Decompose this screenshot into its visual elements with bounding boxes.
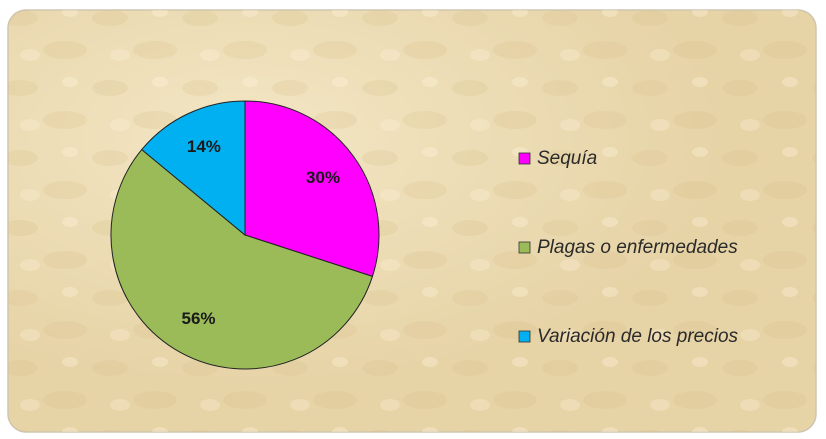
legend-label: Variación de los precios bbox=[537, 326, 739, 347]
data-label: 14% bbox=[187, 137, 221, 156]
legend-swatch bbox=[518, 330, 531, 343]
legend-swatch bbox=[518, 241, 531, 254]
data-label: 30% bbox=[306, 168, 340, 187]
pie-slice bbox=[141, 100, 246, 237]
pie-slice bbox=[244, 100, 380, 278]
data-label: 56% bbox=[182, 309, 216, 328]
legend-label: Sequía bbox=[537, 148, 597, 169]
legend: Sequía Plagas o enfermedades Variación de … bbox=[518, 148, 739, 347]
legend-label: Plagas o enfermedades bbox=[537, 237, 738, 258]
pie: 30% 56% 14% bbox=[110, 100, 380, 370]
pie-slice bbox=[110, 148, 374, 370]
legend-swatch bbox=[518, 152, 531, 165]
